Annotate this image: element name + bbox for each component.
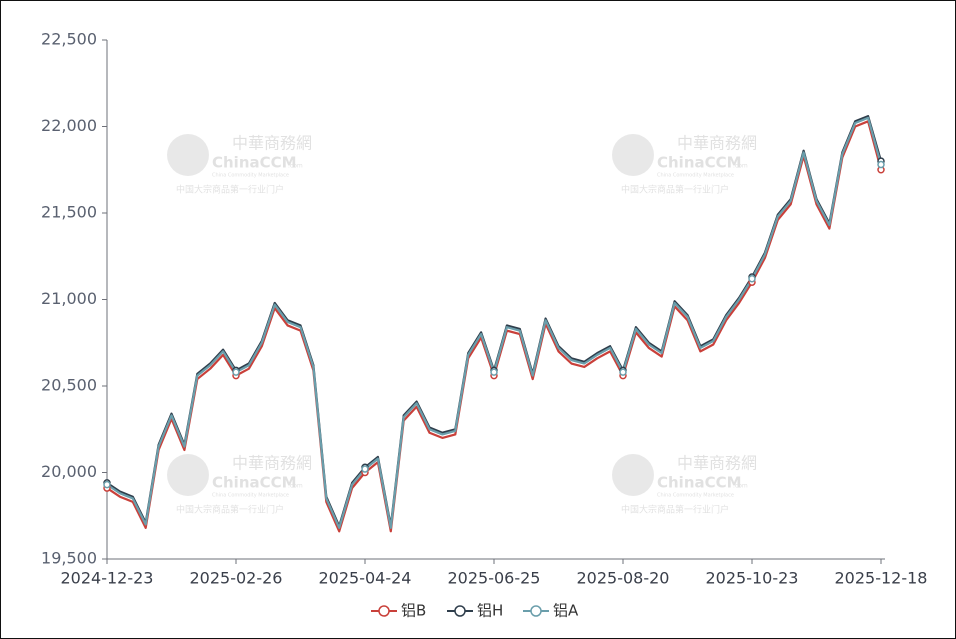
legend-label: 铝B [401,602,426,620]
x-tick-label: 2025-10-23 [706,569,799,588]
watermark-brand-suffix: .com [733,483,748,490]
x-tick-label: 2025-08-20 [577,569,670,588]
watermark-name: 中華商務網 [232,134,312,153]
watermark-tagline-en: China Commodity Marketplace [657,493,734,499]
watermark-tagline-cn: 中国大宗商品第一行业门户 [176,504,284,516]
legend-item: 铝A [523,602,579,620]
watermark-logo [612,454,654,496]
watermark-logo [612,134,654,176]
watermark-brand: ChinaCCM [657,474,742,492]
legend-marker [454,605,466,617]
point-marker [619,368,627,376]
point-marker [748,274,756,283]
legend-label: 铝H [477,602,503,620]
x-tick-label: 2025-12-18 [835,569,928,588]
x-tick-label: 2025-04-24 [319,569,412,588]
y-tick-label: 20,500 [41,376,97,395]
legend-marker [530,605,542,617]
watermark-logo [167,134,209,176]
watermark-brand: ChinaCCM [657,154,742,172]
watermark-brand-suffix: .com [288,483,303,490]
watermark-tagline-cn: 中国大宗商品第一行业门户 [621,504,729,516]
y-tick-label: 21,500 [41,203,97,222]
x-tick-label: 2024-12-23 [61,569,154,588]
watermark-name: 中華商務網 [677,454,757,473]
y-tick-label: 20,000 [41,462,97,481]
y-tick-label: 22,000 [41,116,97,135]
watermark-logo [167,454,209,496]
y-tick-label: 21,000 [41,289,97,308]
watermark-name: 中華商務網 [232,454,312,473]
plot [103,115,885,533]
watermark-tagline-en: China Commodity Marketplace [657,173,734,179]
watermark-brand-suffix: .com [733,163,748,170]
watermark-tagline-en: China Commodity Marketplace [212,173,289,179]
watermark-tagline-en: China Commodity Marketplace [212,493,289,499]
legend-item: 铝H [447,602,503,620]
x-tick-label: 2025-02-26 [190,569,283,588]
y-tick-label: 22,500 [41,30,97,49]
axes: 19,500 20,000 20,500 21,000 21,500 22,000 22,5… [41,30,927,588]
legend: 铝B 铝H 铝A [371,602,579,620]
watermark-brand: ChinaCCM [212,474,297,492]
point-marker [490,368,498,376]
watermark-brand: ChinaCCM [212,154,297,172]
legend-marker [378,605,390,617]
point-marker [232,368,240,376]
x-tick-label: 2025-06-25 [448,569,541,588]
point-marker [103,480,111,489]
legend-label: 铝A [553,602,579,620]
watermark-tagline-cn: 中国大宗商品第一行业门户 [621,184,729,196]
watermark-name: 中華商務網 [677,134,757,153]
point-marker [877,160,885,169]
watermark-tagline-cn: 中国大宗商品第一行业门户 [176,184,284,196]
y-tick-label: 19,500 [41,549,97,568]
legend-item: 铝B [371,602,426,620]
point-marker [361,465,369,473]
watermark-brand-suffix: .com [288,163,303,170]
